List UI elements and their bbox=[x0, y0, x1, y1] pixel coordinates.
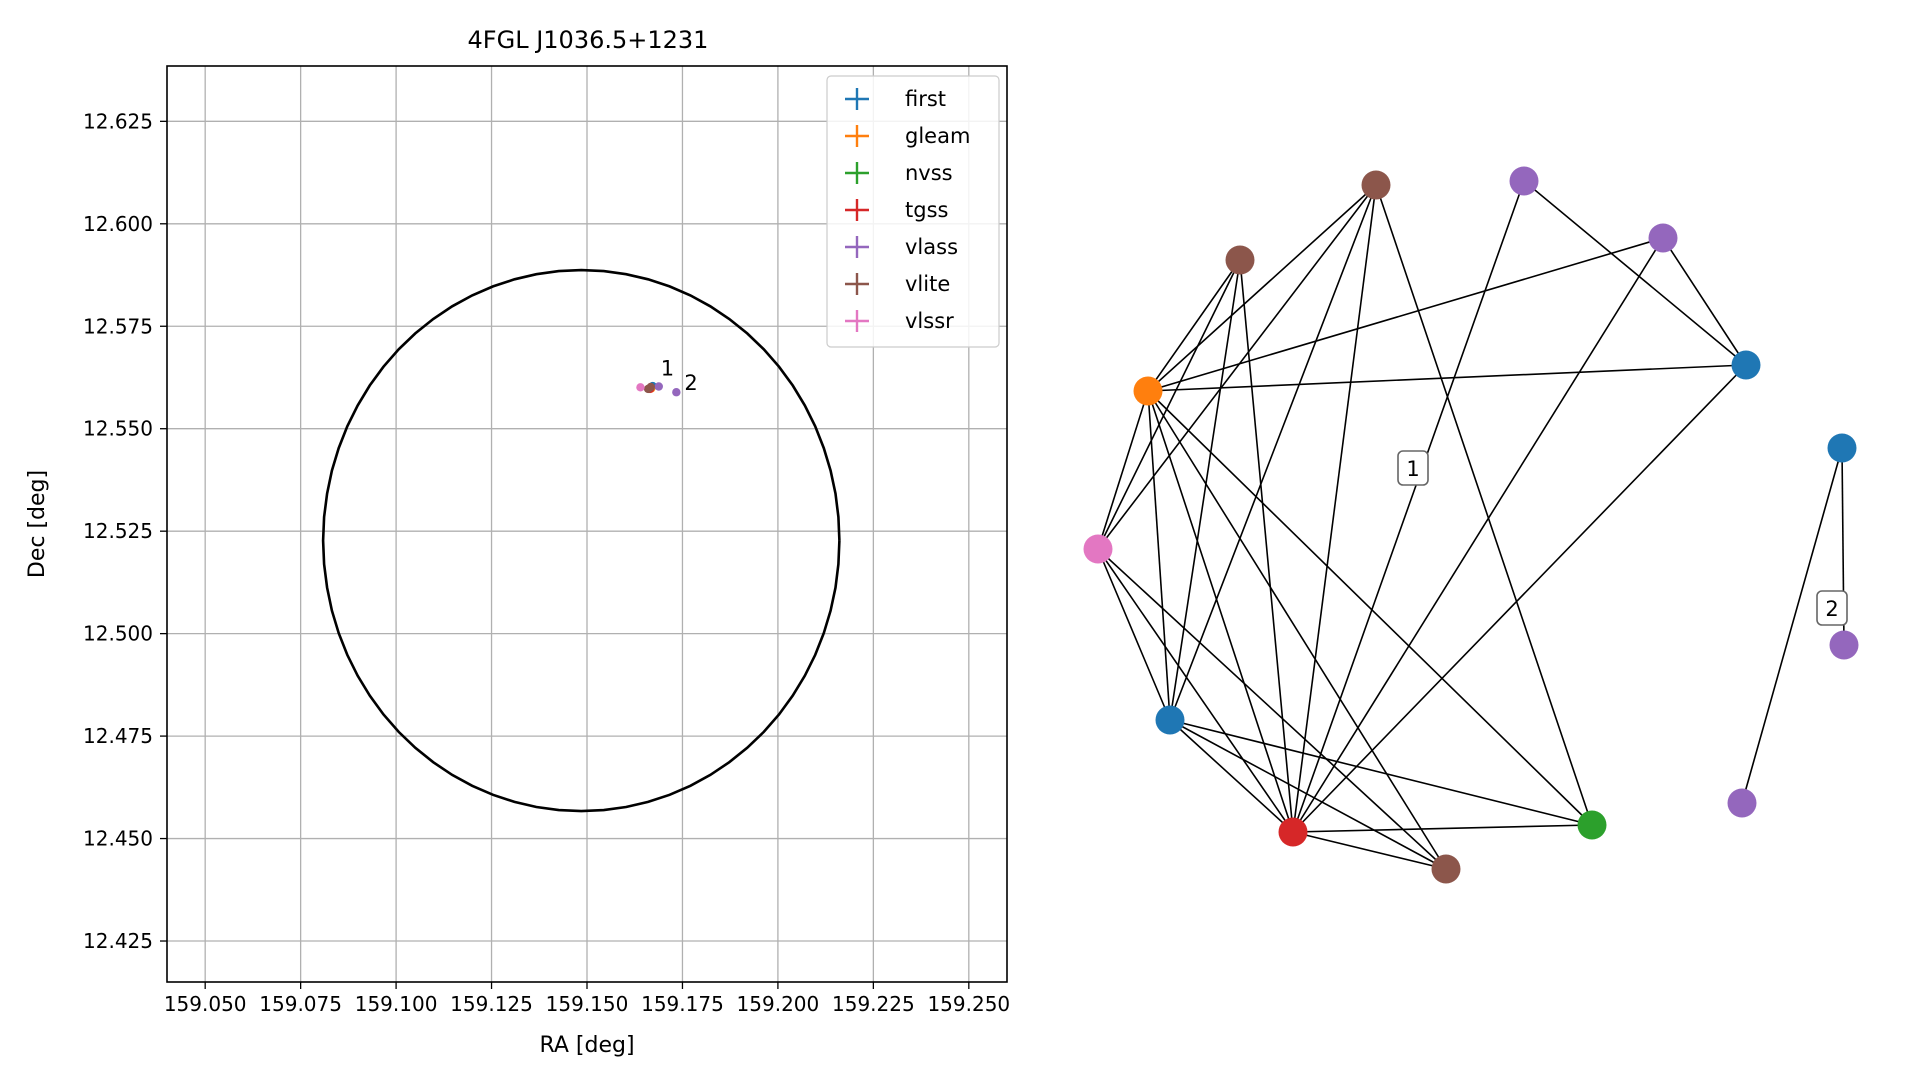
network-edge bbox=[1147, 184, 1377, 392]
network-edge bbox=[1147, 390, 1294, 833]
node-tgss bbox=[1278, 817, 1308, 847]
network-edge bbox=[1147, 390, 1171, 721]
node-vlssr bbox=[1083, 534, 1113, 564]
network-edge bbox=[1147, 390, 1447, 870]
node-first bbox=[1155, 705, 1185, 735]
network-edge bbox=[1169, 719, 1447, 870]
y-tick-label: 12.550 bbox=[83, 417, 153, 441]
legend-box bbox=[826, 75, 1000, 348]
node-vlite bbox=[1361, 170, 1391, 200]
legend-label-tgss: tgss bbox=[905, 198, 948, 222]
y-axis-ticks: 12.425 12.450 12.475 12.500 12.525 12.550 12.5… bbox=[83, 109, 167, 953]
network-edge bbox=[1741, 447, 1843, 804]
network-edge bbox=[1292, 237, 1664, 833]
node-vlass bbox=[1829, 630, 1859, 660]
network-nodes bbox=[1083, 166, 1859, 884]
node-vlass bbox=[1727, 788, 1757, 818]
network-edge bbox=[1292, 831, 1447, 870]
network-edges bbox=[1097, 180, 1845, 870]
network-edge bbox=[1097, 548, 1447, 870]
node-vlass bbox=[1648, 223, 1678, 253]
node-vlite bbox=[1431, 854, 1461, 884]
y-tick-label: 12.575 bbox=[83, 314, 153, 338]
chart-title: 4FGL J1036.5+1231 bbox=[468, 26, 709, 54]
network-edge bbox=[1375, 184, 1593, 826]
x-axis-label: RA [deg] bbox=[539, 1033, 634, 1058]
error-circle bbox=[321, 268, 841, 813]
x-tick-label: 159.100 bbox=[355, 992, 438, 1016]
legend-label-vlssr: vlssr bbox=[905, 309, 954, 333]
legend-label-nvss: nvss bbox=[905, 161, 953, 185]
annotations: 12 bbox=[661, 356, 698, 394]
x-tick-label: 159.150 bbox=[546, 992, 629, 1016]
network-label-box bbox=[1816, 590, 1848, 626]
network-edge bbox=[1097, 548, 1294, 833]
network-edge bbox=[1147, 237, 1664, 392]
x-tick-label: 159.250 bbox=[927, 992, 1010, 1016]
network-labels: 12 bbox=[1397, 450, 1848, 626]
node-first bbox=[1827, 433, 1857, 463]
network-edge bbox=[1239, 259, 1294, 833]
y-tick-label: 12.450 bbox=[83, 827, 153, 851]
sky-position-chart: 4FGL J1036.5+1231 12 159.050 159.075 159.1… bbox=[25, 26, 1010, 1058]
network-edge bbox=[1292, 184, 1377, 833]
node-first bbox=[1731, 350, 1761, 380]
network-edge bbox=[1097, 390, 1149, 550]
y-tick-label: 12.500 bbox=[83, 622, 153, 646]
network-edge bbox=[1169, 719, 1294, 833]
point-vlite bbox=[646, 382, 655, 392]
network-edge bbox=[1292, 180, 1525, 833]
x-axis-ticks: 159.050 159.075 159.100 159.125 159.150 159.1… bbox=[164, 982, 1010, 1016]
network-edge bbox=[1097, 259, 1241, 550]
network-edge bbox=[1147, 259, 1241, 392]
node-vlass bbox=[1509, 166, 1539, 196]
network-edge bbox=[1169, 184, 1377, 721]
x-tick-label: 159.200 bbox=[737, 992, 820, 1016]
y-tick-label: 12.600 bbox=[83, 212, 153, 236]
network-label: 2 bbox=[1825, 597, 1838, 621]
network-edge bbox=[1662, 237, 1747, 366]
x-tick-label: 159.225 bbox=[832, 992, 915, 1016]
network-edge bbox=[1097, 548, 1171, 721]
point-vlass bbox=[672, 388, 681, 397]
y-tick-label: 12.475 bbox=[83, 724, 153, 748]
network-edge bbox=[1169, 719, 1593, 826]
association-network: 12 bbox=[1083, 166, 1859, 884]
point-vlass bbox=[654, 382, 663, 391]
network-edge bbox=[1292, 364, 1747, 833]
legend-label-vlite: vlite bbox=[905, 272, 950, 296]
point-vlssr bbox=[636, 383, 645, 392]
x-tick-label: 159.125 bbox=[450, 992, 533, 1016]
network-edge bbox=[1523, 180, 1747, 366]
x-tick-label: 159.075 bbox=[259, 992, 342, 1016]
network-label: 1 bbox=[1406, 457, 1419, 481]
x-tick-label: 159.050 bbox=[164, 992, 247, 1016]
legend: first gleam nvss tgss vlass vlite vlssr bbox=[826, 75, 1000, 348]
node-nvss bbox=[1577, 810, 1607, 840]
y-tick-label: 12.625 bbox=[83, 109, 153, 133]
grid bbox=[167, 66, 1007, 982]
network-edge bbox=[1292, 824, 1593, 833]
data-points bbox=[636, 381, 681, 397]
point-annotation: 1 bbox=[661, 356, 674, 380]
network-edge bbox=[1169, 259, 1241, 721]
node-gleam bbox=[1133, 376, 1163, 406]
legend-label-first: first bbox=[905, 87, 946, 111]
error-circle-ring bbox=[321, 268, 841, 813]
legend-label-gleam: gleam bbox=[905, 124, 970, 148]
y-tick-label: 12.525 bbox=[83, 519, 153, 543]
network-edge bbox=[1147, 364, 1747, 392]
legend-label-vlass: vlass bbox=[905, 235, 958, 259]
x-tick-label: 159.175 bbox=[641, 992, 724, 1016]
y-axis-label: Dec [deg] bbox=[25, 470, 50, 578]
y-tick-label: 12.425 bbox=[83, 929, 153, 953]
node-vlite bbox=[1225, 245, 1255, 275]
network-edge bbox=[1097, 184, 1377, 550]
network-edge bbox=[1147, 390, 1593, 826]
network-label-box bbox=[1397, 450, 1429, 486]
point-annotation: 2 bbox=[684, 371, 697, 395]
